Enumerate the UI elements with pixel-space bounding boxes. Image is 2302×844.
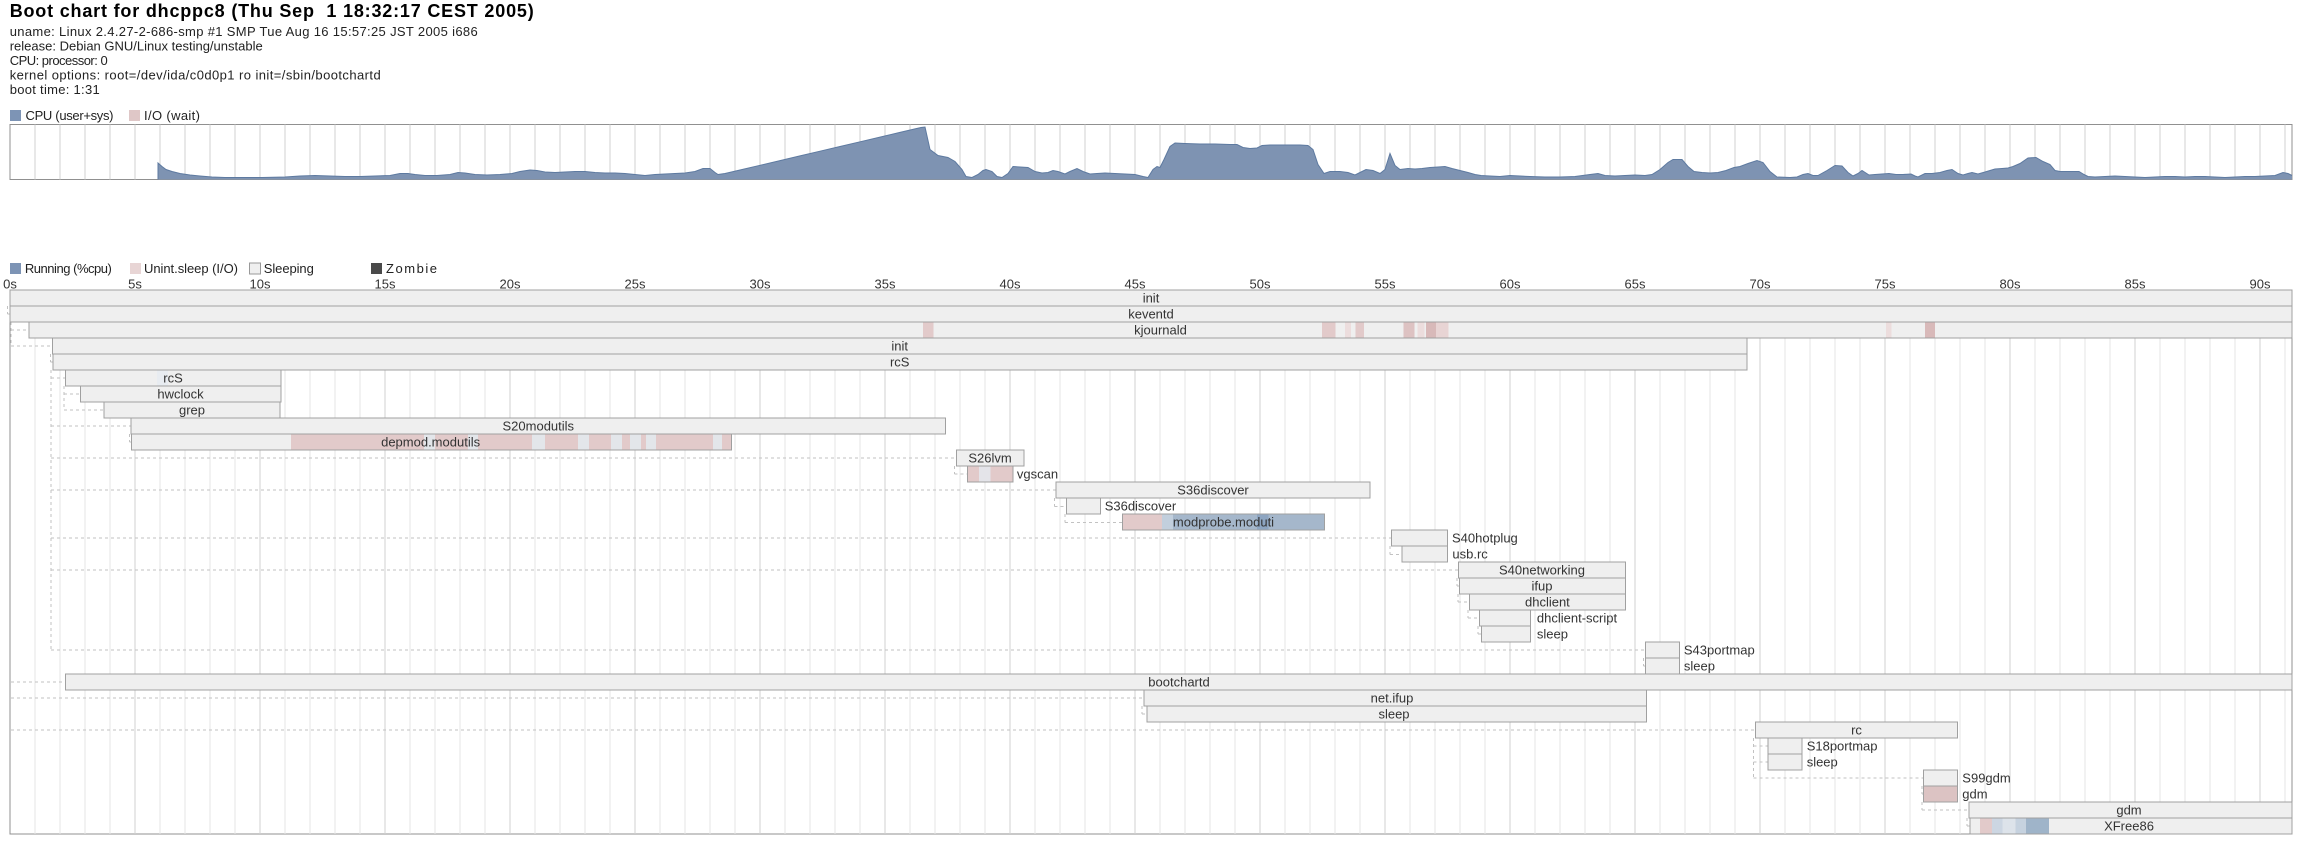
- svg-text:init: init: [1143, 291, 1160, 306]
- svg-text:sleep: sleep: [1807, 755, 1838, 770]
- svg-text:rc: rc: [1851, 723, 1862, 738]
- svg-text:15s: 15s: [375, 276, 396, 291]
- svg-text:depmod.modutils: depmod.modutils: [381, 435, 480, 450]
- svg-text:10s: 10s: [250, 276, 271, 291]
- svg-text:keventd: keventd: [1128, 307, 1174, 322]
- svg-text:0s: 0s: [3, 276, 17, 291]
- svg-text:Running (%cpu): Running (%cpu): [25, 261, 112, 276]
- svg-text:sleep: sleep: [1684, 659, 1715, 674]
- svg-text:modprobe.moduti: modprobe.moduti: [1173, 515, 1274, 530]
- svg-text:35s: 35s: [875, 276, 896, 291]
- svg-text:uname: Linux 2.4.27-2-686-smp: uname: Linux 2.4.27-2-686-smp #1 SMP Tue…: [10, 24, 478, 39]
- svg-text:XFree86: XFree86: [2104, 819, 2154, 834]
- svg-text:80s: 80s: [2000, 276, 2021, 291]
- svg-text:S36discover: S36discover: [1177, 483, 1249, 498]
- svg-text:55s: 55s: [1375, 276, 1396, 291]
- svg-text:60s: 60s: [1500, 276, 1521, 291]
- svg-text:90s: 90s: [2250, 276, 2271, 291]
- svg-text:75s: 75s: [1875, 276, 1896, 291]
- svg-text:kjournald: kjournald: [1134, 323, 1187, 338]
- svg-text:70s: 70s: [1750, 276, 1771, 291]
- svg-text:65s: 65s: [1625, 276, 1646, 291]
- svg-text:boot time: 1:31: boot time: 1:31: [10, 82, 100, 97]
- svg-text:gdm: gdm: [2116, 803, 2141, 818]
- svg-text:S40hotplug: S40hotplug: [1452, 531, 1518, 546]
- svg-text:S26lvm: S26lvm: [968, 451, 1011, 466]
- svg-text:S36discover: S36discover: [1105, 499, 1177, 514]
- svg-text:dhclient: dhclient: [1525, 595, 1570, 610]
- svg-text:sleep: sleep: [1378, 707, 1409, 722]
- svg-text:Sleeping: Sleeping: [264, 261, 314, 276]
- svg-text:Zombie: Zombie: [386, 261, 437, 276]
- svg-text:sleep: sleep: [1537, 627, 1568, 642]
- svg-text:S20modutils: S20modutils: [503, 419, 575, 434]
- svg-text:usb.rc: usb.rc: [1452, 547, 1488, 562]
- svg-text:rcS: rcS: [163, 371, 183, 386]
- svg-text:CPU: processor: 0: CPU: processor: 0: [10, 53, 108, 68]
- svg-text:ifup: ifup: [1532, 579, 1553, 594]
- svg-text:vgscan: vgscan: [1017, 467, 1058, 482]
- svg-text:50s: 50s: [1250, 276, 1271, 291]
- svg-text:45s: 45s: [1125, 276, 1146, 291]
- svg-text:85s: 85s: [2125, 276, 2146, 291]
- svg-text:dhclient-script: dhclient-script: [1537, 611, 1618, 626]
- svg-text:Unint.sleep (I/O): Unint.sleep (I/O): [144, 261, 238, 276]
- svg-text:S18portmap: S18portmap: [1807, 739, 1878, 754]
- svg-text:30s: 30s: [750, 276, 771, 291]
- svg-text:release: Debian GNU/Linux test: release: Debian GNU/Linux testing/unstab…: [10, 39, 263, 54]
- svg-text:kernel options: root=/dev/ida/: kernel options: root=/dev/ida/c0d0p1 ro …: [10, 68, 381, 83]
- svg-text:S99gdm: S99gdm: [1962, 771, 2010, 786]
- svg-text:bootchartd: bootchartd: [1148, 675, 1209, 690]
- svg-text:Boot chart for dhcppc8 (Thu Se: Boot chart for dhcppc8 (Thu Sep 1 18:32:…: [10, 1, 534, 21]
- svg-text:CPU (user+sys): CPU (user+sys): [26, 108, 114, 123]
- svg-text:rcS: rcS: [890, 355, 910, 370]
- svg-text:gdm: gdm: [1962, 787, 1987, 802]
- svg-text:hwclock: hwclock: [157, 387, 204, 402]
- svg-text:20s: 20s: [500, 276, 521, 291]
- svg-text:I/O (wait): I/O (wait): [144, 108, 200, 123]
- svg-text:40s: 40s: [1000, 276, 1021, 291]
- svg-text:grep: grep: [179, 403, 205, 418]
- svg-text:net.ifup: net.ifup: [1371, 691, 1414, 706]
- svg-text:init: init: [891, 339, 908, 354]
- svg-text:S40networking: S40networking: [1499, 563, 1585, 578]
- svg-text:5s: 5s: [128, 276, 142, 291]
- svg-text:25s: 25s: [625, 276, 646, 291]
- svg-text:S43portmap: S43portmap: [1684, 643, 1755, 658]
